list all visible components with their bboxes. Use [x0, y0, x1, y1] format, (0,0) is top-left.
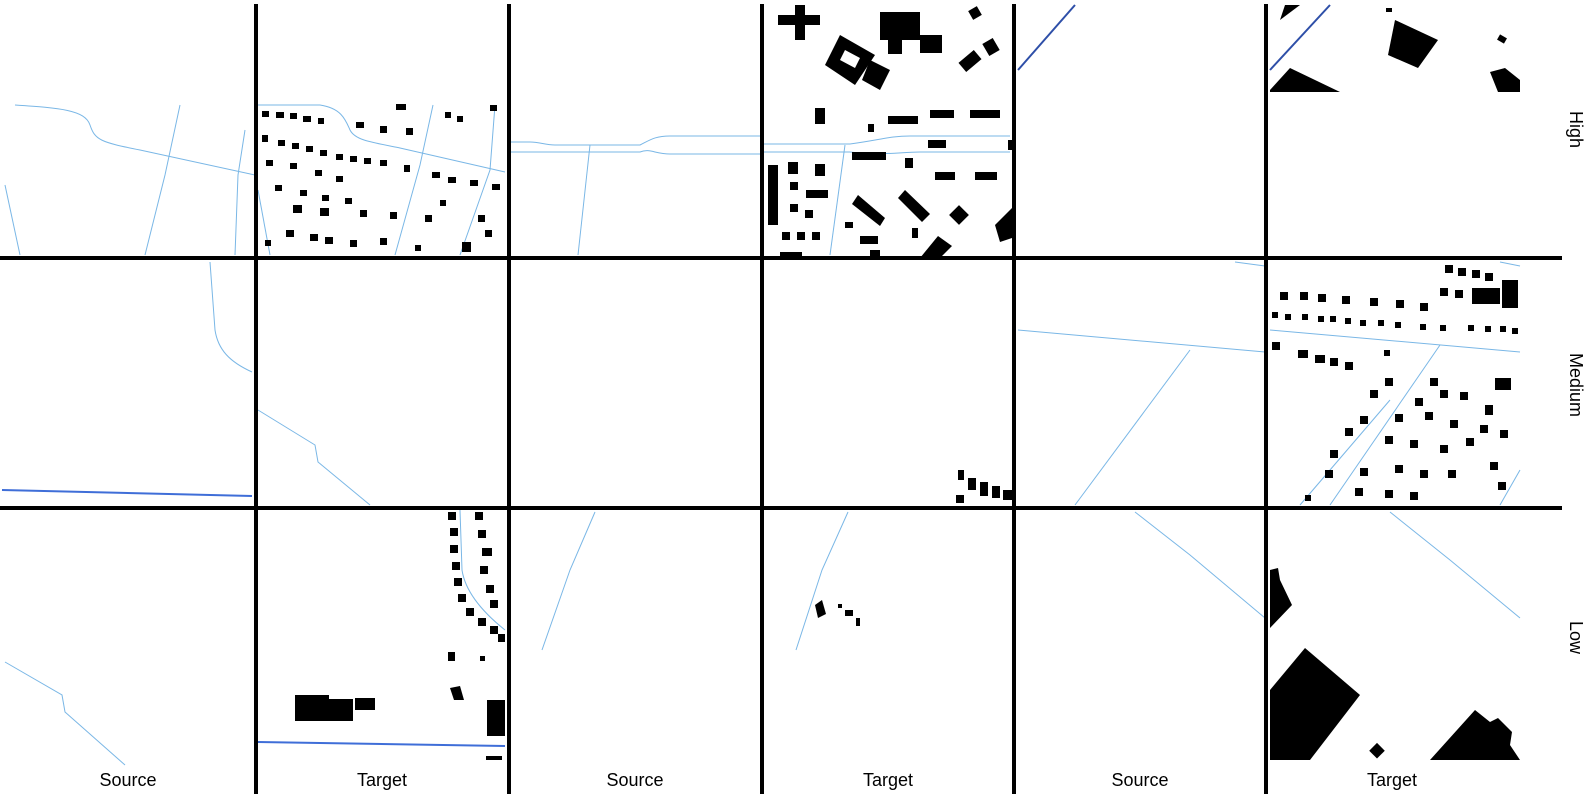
map-tile-high-target-1: [257, 104, 506, 256]
map-tile-high-target-3: [1269, 4, 1520, 92]
map-tile-high-target-2: [764, 5, 1012, 258]
column-label-source-1: Source: [99, 770, 157, 790]
map-tile-low-source-3: [1134, 511, 1266, 619]
map-tile-low-target-2: [795, 511, 860, 651]
map-tile-low-source-1: [4, 661, 126, 766]
row-label-high: High: [1566, 111, 1586, 149]
grid-lines: [0, 4, 1562, 794]
map-tile-medium-target-3: [1269, 261, 1521, 506]
map-tile-high-source-1: [4, 104, 256, 256]
column-label-source-2: Source: [606, 770, 664, 790]
row-label-medium: Medium: [1566, 352, 1586, 418]
map-tile-high-source-3: [1017, 4, 1076, 71]
map-tile-low-target-3: [1270, 511, 1521, 760]
map-tile-medium-target-1: [257, 409, 371, 506]
row-label-low: Low: [1566, 621, 1586, 655]
map-tile-medium-target-2: [956, 470, 1012, 503]
map-tile-low-source-2: [541, 511, 596, 651]
column-label-target-1: Target: [356, 770, 408, 790]
column-label-target-3: Target: [1366, 770, 1418, 790]
column-label-source-3: Source: [1111, 770, 1169, 790]
map-tile-high-source-2: [510, 135, 760, 256]
map-tile-medium-source-1: [1, 261, 253, 497]
column-label-target-2: Target: [862, 770, 914, 790]
map-tile-medium-source-3: [1017, 261, 1266, 506]
map-tile-low-target-1: [257, 509, 506, 760]
